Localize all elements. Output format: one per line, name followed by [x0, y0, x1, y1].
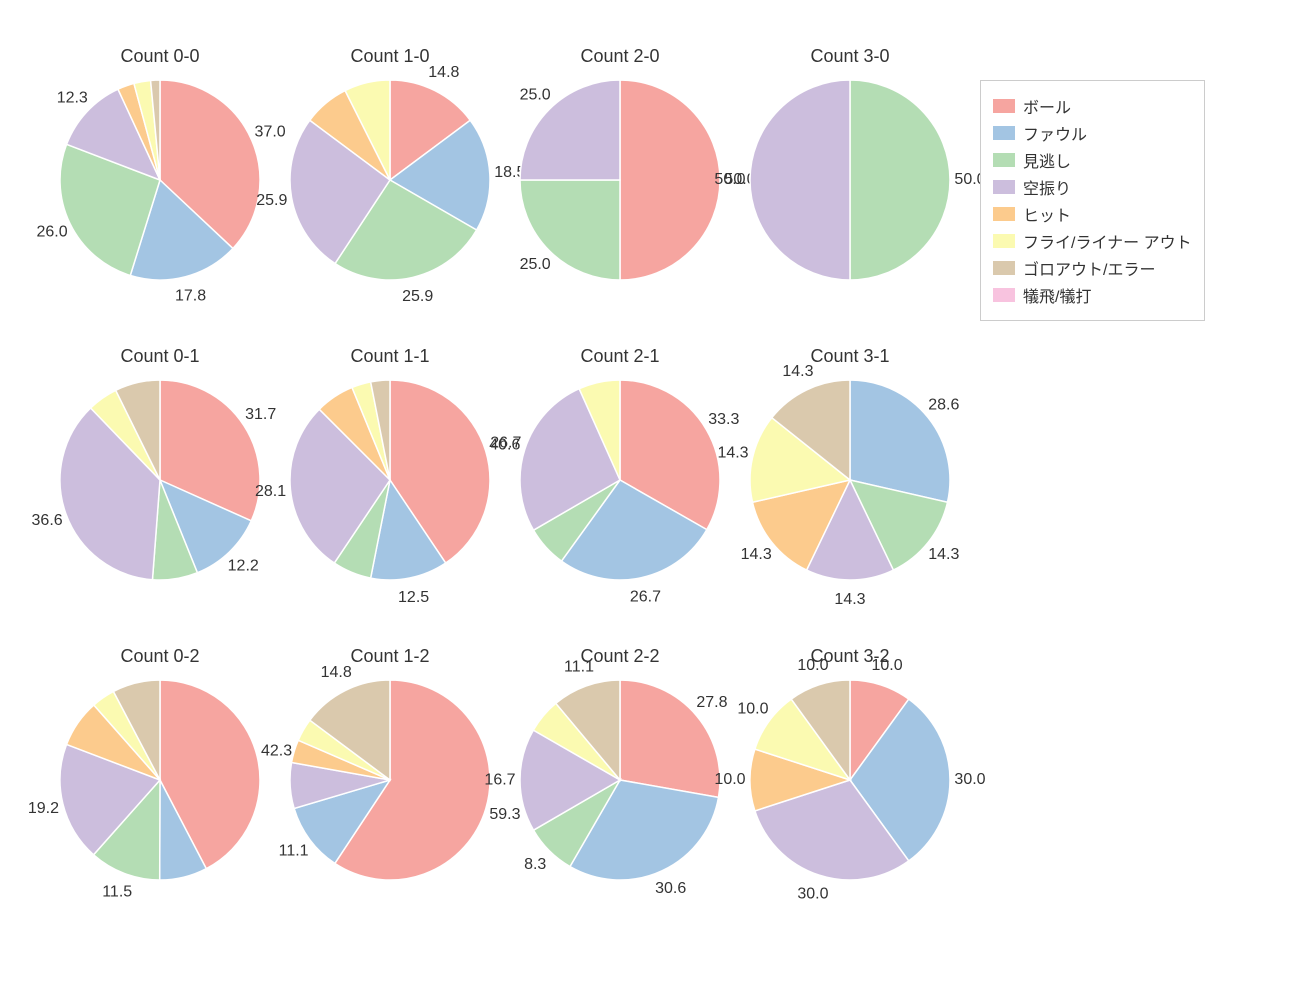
slice-label-look: 14.3: [928, 546, 959, 563]
pie-slice-swing: [750, 80, 850, 280]
legend-label: ファウル: [1023, 121, 1087, 145]
slice-label-ground: 14.3: [782, 363, 813, 380]
slice-label-swing: 26.7: [490, 434, 521, 451]
legend-swatch: [993, 180, 1015, 194]
legend-label: 空振り: [1023, 175, 1071, 199]
slice-label-hit: 10.0: [714, 771, 745, 788]
slice-label-swing: 36.6: [32, 512, 63, 529]
legend-item-sac: 犠飛/犠打: [993, 283, 1192, 307]
slice-label-look: 8.3: [524, 856, 546, 873]
slice-label-foul: 11.1: [279, 843, 309, 860]
slice-label-swing: 30.0: [797, 885, 828, 902]
legend-label: 犠飛/犠打: [1023, 283, 1091, 307]
legend-label: ボール: [1023, 94, 1071, 118]
legend-swatch: [993, 288, 1015, 302]
legend-item-look: 見逃し: [993, 148, 1192, 172]
legend-swatch: [993, 261, 1015, 275]
slice-label-ball: 10.0: [872, 657, 903, 674]
legend: ボールファウル見逃し空振りヒットフライ/ライナー アウトゴロアウト/エラー犠飛/…: [980, 80, 1205, 321]
slice-label-foul: 28.6: [928, 396, 959, 413]
legend-label: ゴロアウト/エラー: [1023, 256, 1155, 280]
legend-label: ヒット: [1023, 202, 1071, 226]
legend-item-ball: ボール: [993, 94, 1192, 118]
legend-swatch: [993, 234, 1015, 248]
legend-item-hit: ヒット: [993, 202, 1192, 226]
slice-label-swing: 25.0: [520, 86, 551, 103]
legend-swatch: [993, 99, 1015, 113]
slice-label-ground: 11.1: [564, 658, 594, 675]
slice-label-ground: 14.8: [321, 664, 352, 681]
legend-item-foul: ファウル: [993, 121, 1192, 145]
slice-label-ground: 10.0: [797, 657, 828, 674]
slice-label-look: 25.0: [520, 256, 551, 273]
pie-chart: 10.0 30.0 30.0 10.0 10.0 10.0: [670, 600, 1030, 960]
legend-swatch: [993, 207, 1015, 221]
legend-label: 見逃し: [1023, 148, 1071, 172]
slice-label-swing: 12.3: [57, 89, 88, 106]
slice-label-flyout: 10.0: [737, 701, 768, 718]
slice-label-foul: 30.0: [954, 771, 985, 788]
slice-label-swing: 25.9: [256, 192, 287, 209]
slice-label-swing: 28.1: [255, 483, 286, 500]
legend-swatch: [993, 126, 1015, 140]
legend-item-flyout: フライ/ライナー アウト: [993, 229, 1192, 253]
slice-label-flyout: 14.3: [717, 445, 748, 462]
legend-item-swing: 空振り: [993, 175, 1192, 199]
slice-label-hit: 14.3: [741, 546, 772, 563]
legend-label: フライ/ライナー アウト: [1023, 229, 1192, 253]
slice-label-look: 11.5: [102, 883, 132, 900]
slice-label-swing: 19.2: [28, 800, 59, 817]
legend-item-ground: ゴロアウト/エラー: [993, 256, 1192, 280]
slice-label-look: 26.0: [37, 224, 68, 241]
legend-swatch: [993, 153, 1015, 167]
slice-label-swing: 16.7: [484, 771, 515, 788]
slice-label-swing: 50.0: [714, 171, 745, 188]
pie-slice-look: [850, 80, 950, 280]
chart-grid: Count 0-037.017.826.012.3Count 1-014.818…: [0, 0, 1300, 1000]
